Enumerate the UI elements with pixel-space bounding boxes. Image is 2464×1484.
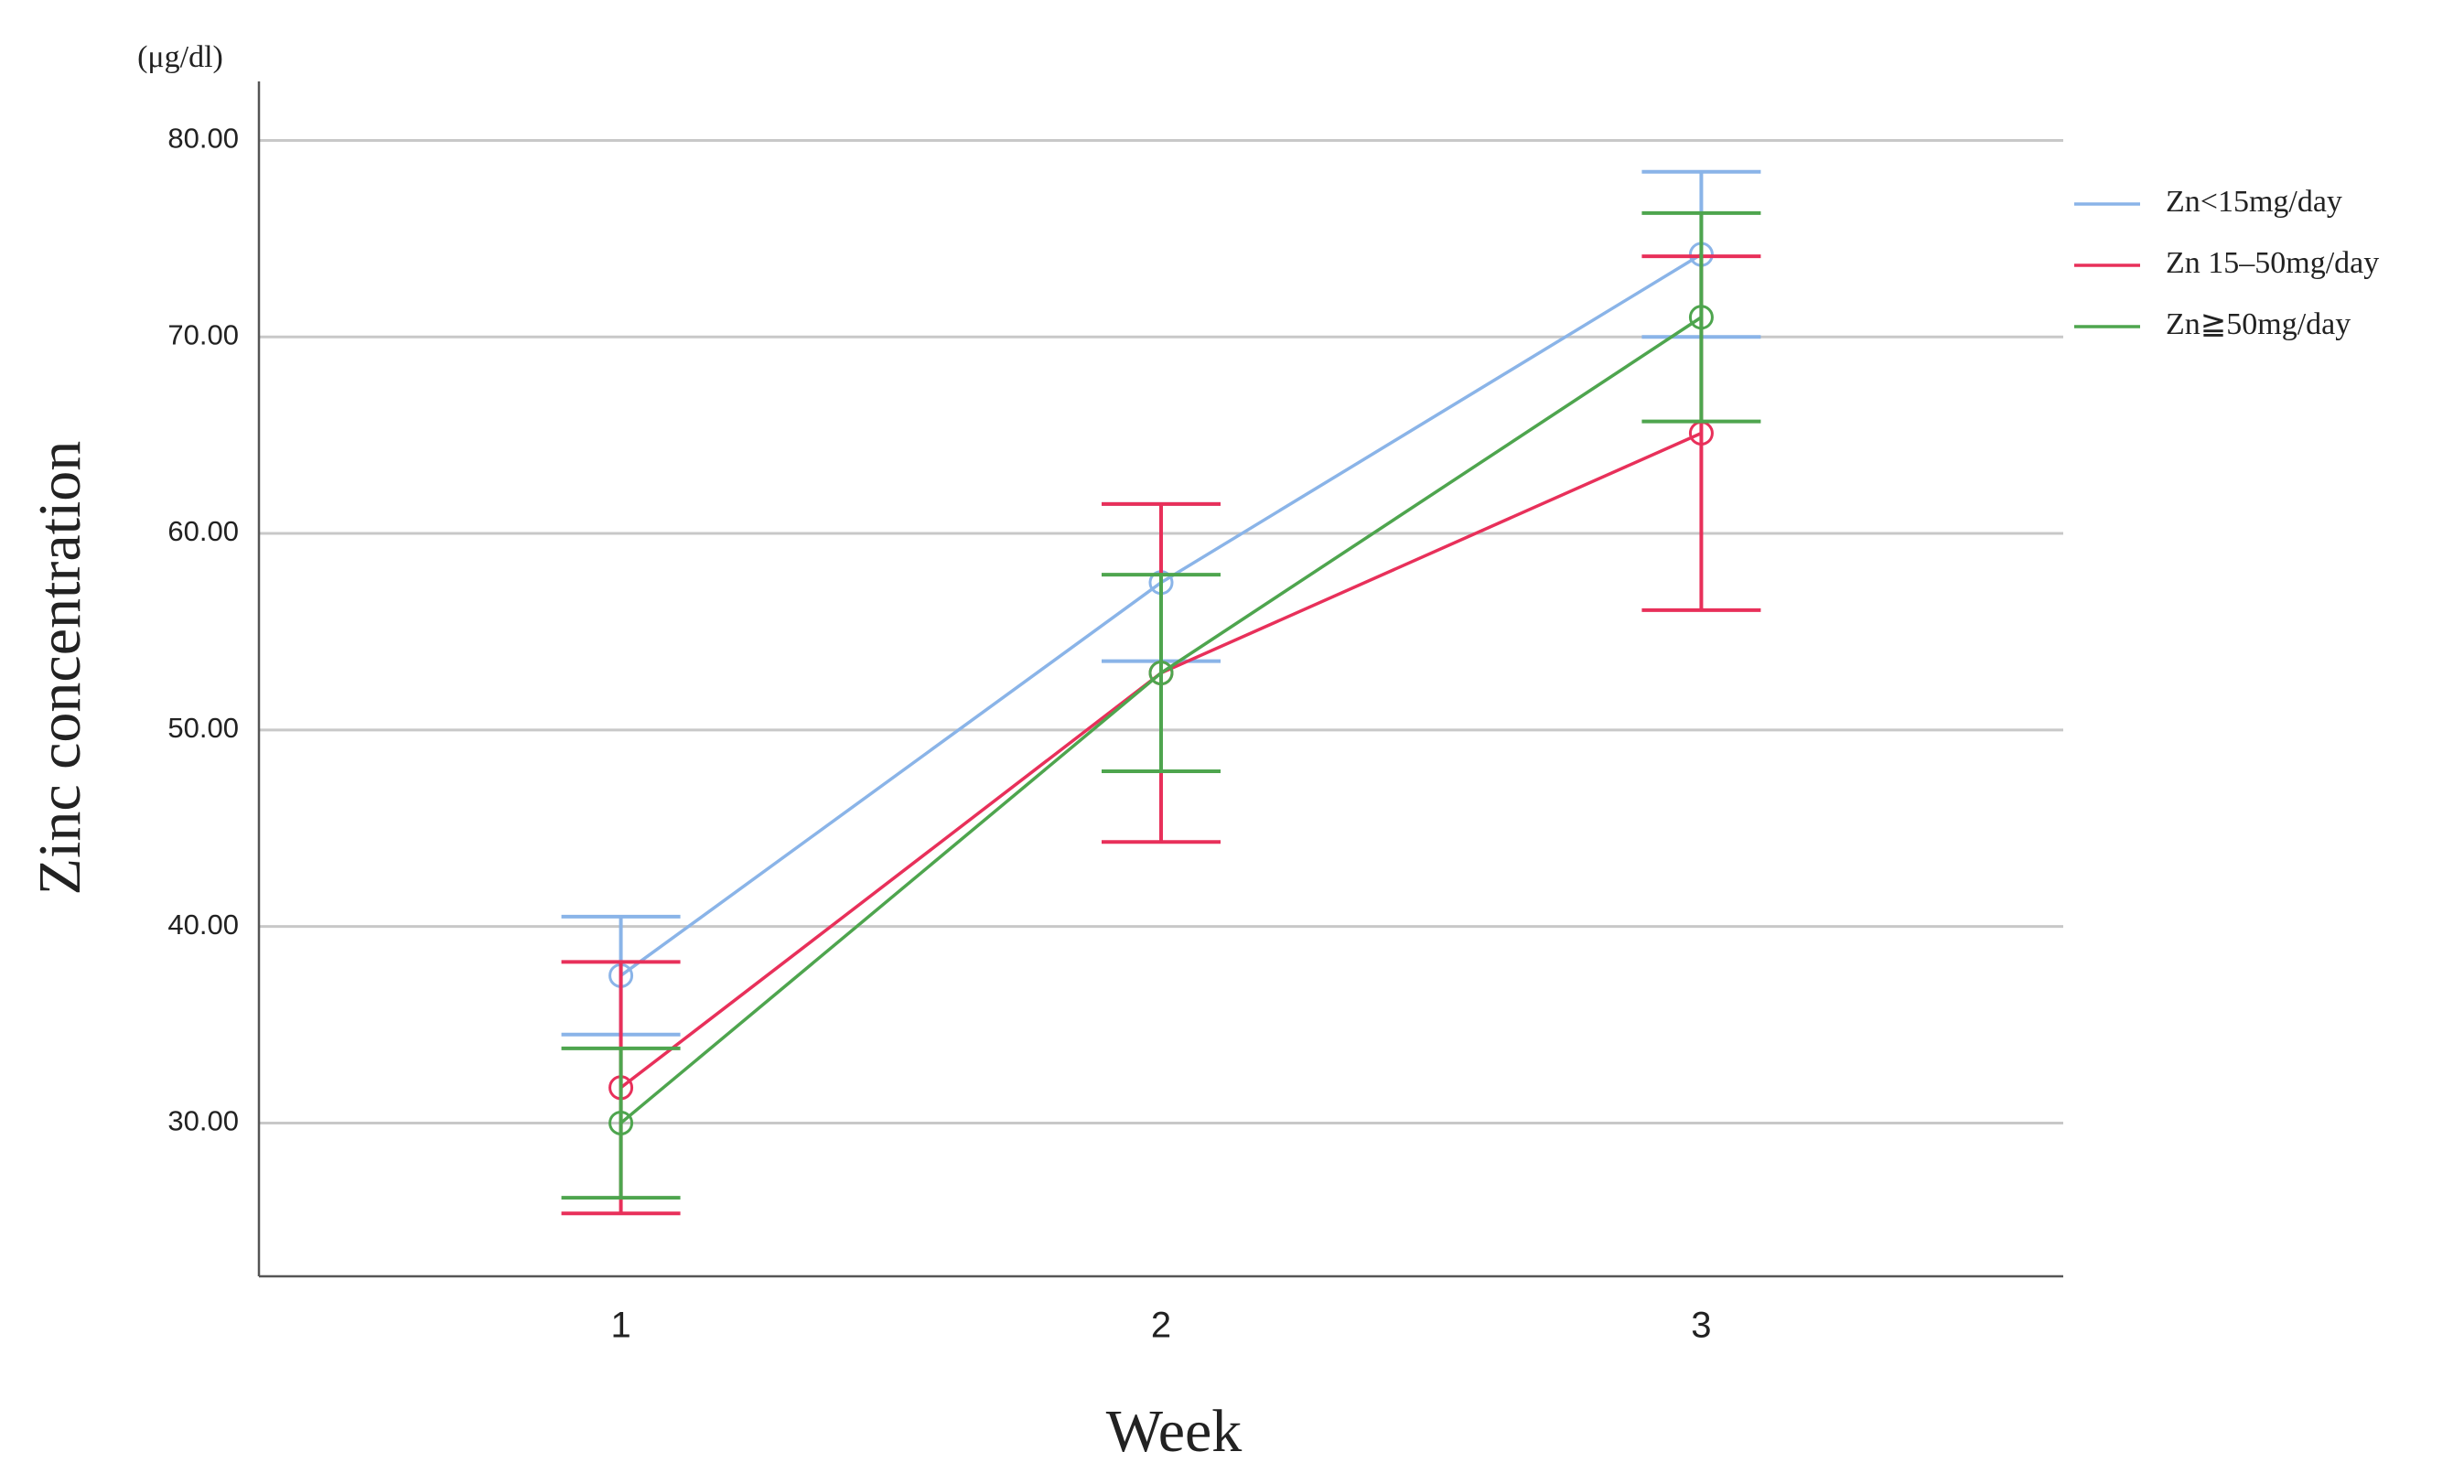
legend-label: Zn 15–50mg/day — [2166, 246, 2379, 280]
x-tick-label: 1 — [610, 1306, 630, 1346]
y-tick-label: 80.00 — [167, 123, 239, 155]
legend-label: Zn≧50mg/day — [2166, 307, 2351, 341]
data-point — [1688, 305, 1714, 330]
legend-label: Zn<15mg/day — [2166, 185, 2342, 219]
x-tick-label: 2 — [1151, 1306, 1171, 1346]
y-tick-label: 70.00 — [167, 318, 239, 350]
y-tick-label: 50.00 — [167, 712, 239, 744]
y-tick-label: 60.00 — [167, 515, 239, 547]
y-tick-label: 40.00 — [167, 909, 239, 941]
x-tick-label: 3 — [1691, 1306, 1711, 1346]
y-axis-label: Zinc concentration — [27, 441, 93, 896]
y-tick-label: 30.00 — [167, 1105, 239, 1137]
data-point — [608, 1110, 634, 1135]
unit-label: (μg/dl) — [137, 40, 223, 74]
data-point — [1148, 661, 1174, 686]
x-axis-label: Week — [1106, 1398, 1243, 1465]
